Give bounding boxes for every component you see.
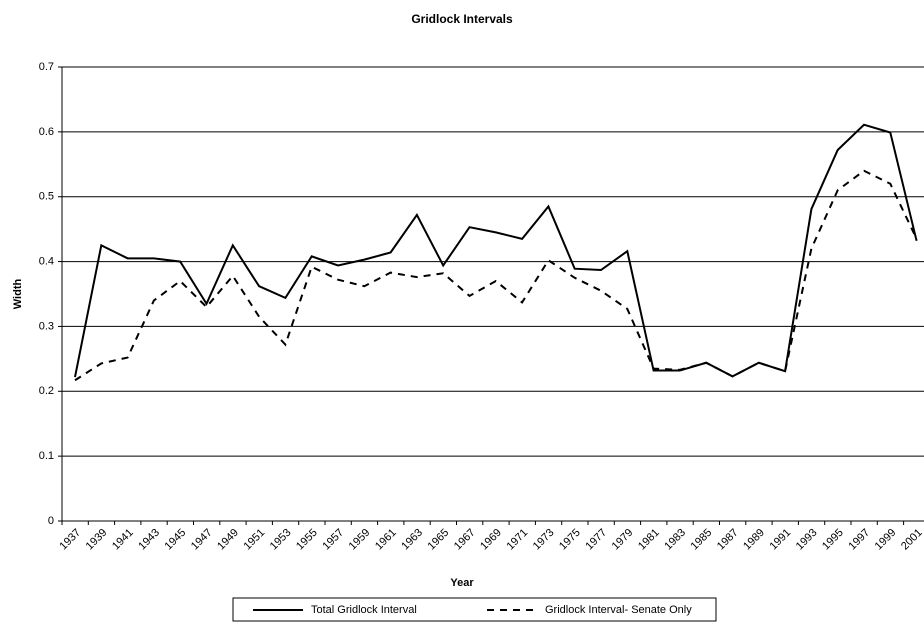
x-tick-label: 1981 <box>636 527 662 553</box>
x-tick-label: 1953 <box>268 527 294 553</box>
x-tick-label: 1997 <box>846 527 872 553</box>
x-tick-label: 1975 <box>557 527 583 553</box>
x-tick-label: 1959 <box>347 527 373 553</box>
x-tick-label: 1941 <box>110 527 136 553</box>
x-tick-label: 1947 <box>189 527 215 553</box>
x-tick-label: 2001 <box>899 527 924 553</box>
x-axis-title: Year <box>450 577 474 589</box>
x-tick-label: 1963 <box>399 527 425 553</box>
chart-title: Gridlock Intervals <box>411 12 513 26</box>
x-tick-label: 1971 <box>504 527 530 553</box>
series-line <box>74 123 918 378</box>
y-tick-label: 0.6 <box>39 126 54 138</box>
y-tick-label: 0.5 <box>39 191 54 203</box>
x-tick-label: 1995 <box>820 527 846 553</box>
y-axis-title: Width <box>12 279 24 310</box>
x-tick-label: 1943 <box>136 527 162 553</box>
x-tick-label: 1965 <box>426 527 452 553</box>
legend-box <box>232 597 717 622</box>
x-tick-label: 1985 <box>689 527 715 553</box>
x-tick-label: 1967 <box>452 527 478 553</box>
legend-label: Total Gridlock Interval <box>311 604 417 616</box>
y-tick-label: 0.3 <box>39 320 54 332</box>
x-tick-label: 1977 <box>583 527 609 553</box>
y-tick-label: 0.1 <box>39 450 54 462</box>
x-tick-label: 1973 <box>531 527 557 553</box>
x-tick-label: 1983 <box>662 527 688 553</box>
x-tick-label: 1989 <box>741 527 767 553</box>
x-tick-label: 1945 <box>163 527 189 553</box>
x-tick-label: 1957 <box>320 527 346 553</box>
x-tick-label: 1993 <box>794 527 820 553</box>
x-tick-label: 1999 <box>873 527 899 553</box>
x-tick-label: 1939 <box>84 527 110 553</box>
x-tick-label: 1969 <box>478 527 504 553</box>
series-line <box>74 169 918 382</box>
y-tick-label: 0 <box>48 515 54 527</box>
x-tick-label: 1951 <box>241 527 267 553</box>
x-tick-label: 1991 <box>767 527 793 553</box>
x-tick-label: 1955 <box>294 527 320 553</box>
x-tick-label: 1949 <box>215 527 241 553</box>
legend-label: Gridlock Interval- Senate Only <box>545 604 692 616</box>
x-tick-label: 1961 <box>373 527 399 553</box>
x-tick-label: 1979 <box>610 527 636 553</box>
y-tick-label: 0.4 <box>39 255 54 267</box>
x-tick-label: 1937 <box>57 527 83 553</box>
x-tick-label: 1987 <box>715 527 741 553</box>
y-tick-label: 0.2 <box>39 385 54 397</box>
y-tick-label: 0.7 <box>39 61 54 73</box>
